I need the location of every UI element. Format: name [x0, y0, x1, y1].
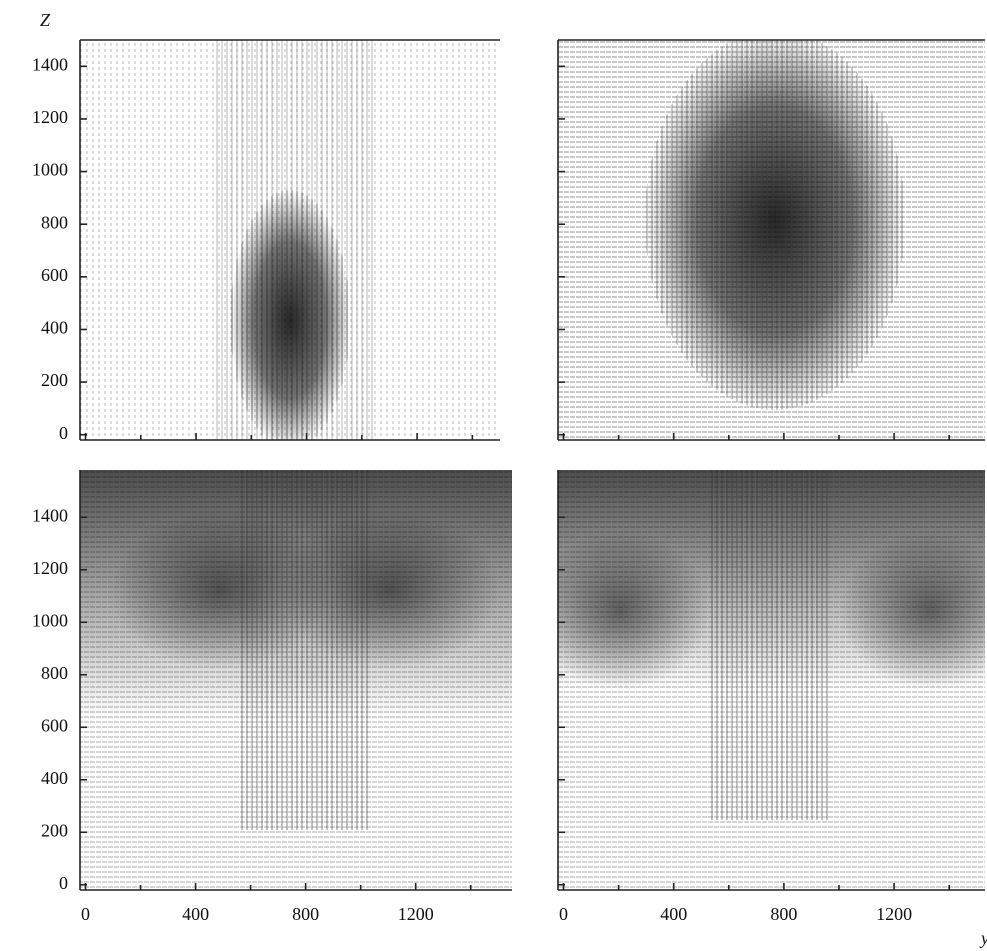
y-tick-label: 400 — [41, 318, 68, 338]
field-texture — [558, 40, 985, 440]
y-tick-label: 1400 — [32, 505, 68, 525]
x-tick-label: 0 — [81, 904, 90, 924]
y-tick-label: 600 — [41, 265, 68, 285]
y-tick-label: 600 — [41, 715, 68, 735]
field-texture — [558, 470, 985, 890]
x-tick-label: 800 — [292, 904, 319, 924]
x-tick-label: 1200 — [398, 904, 434, 924]
y-tick-label: 1000 — [32, 610, 68, 630]
y-tick-label: 200 — [41, 370, 68, 390]
x-tick-label: 400 — [182, 904, 209, 924]
y-tick-label: 0 — [59, 873, 68, 893]
x-tick-label: 1200 — [876, 904, 912, 924]
y-tick-label: 1200 — [32, 107, 68, 127]
y-tick-label: 200 — [41, 820, 68, 840]
x-axis-label: y — [979, 928, 987, 948]
y-tick-label: 1200 — [32, 558, 68, 578]
y-tick-label: 1400 — [32, 54, 68, 74]
y-tick-label: 400 — [41, 768, 68, 788]
x-tick-label: 0 — [559, 904, 568, 924]
x-tick-label: 800 — [770, 904, 797, 924]
field-texture — [80, 40, 500, 440]
y-tick-label: 800 — [41, 663, 68, 683]
field-texture — [80, 470, 512, 890]
y-axis-label: Z — [40, 10, 51, 30]
x-tick-label: 400 — [660, 904, 687, 924]
y-tick-label: 1000 — [32, 160, 68, 180]
y-tick-label: 800 — [41, 212, 68, 232]
y-tick-label: 0 — [59, 423, 68, 443]
